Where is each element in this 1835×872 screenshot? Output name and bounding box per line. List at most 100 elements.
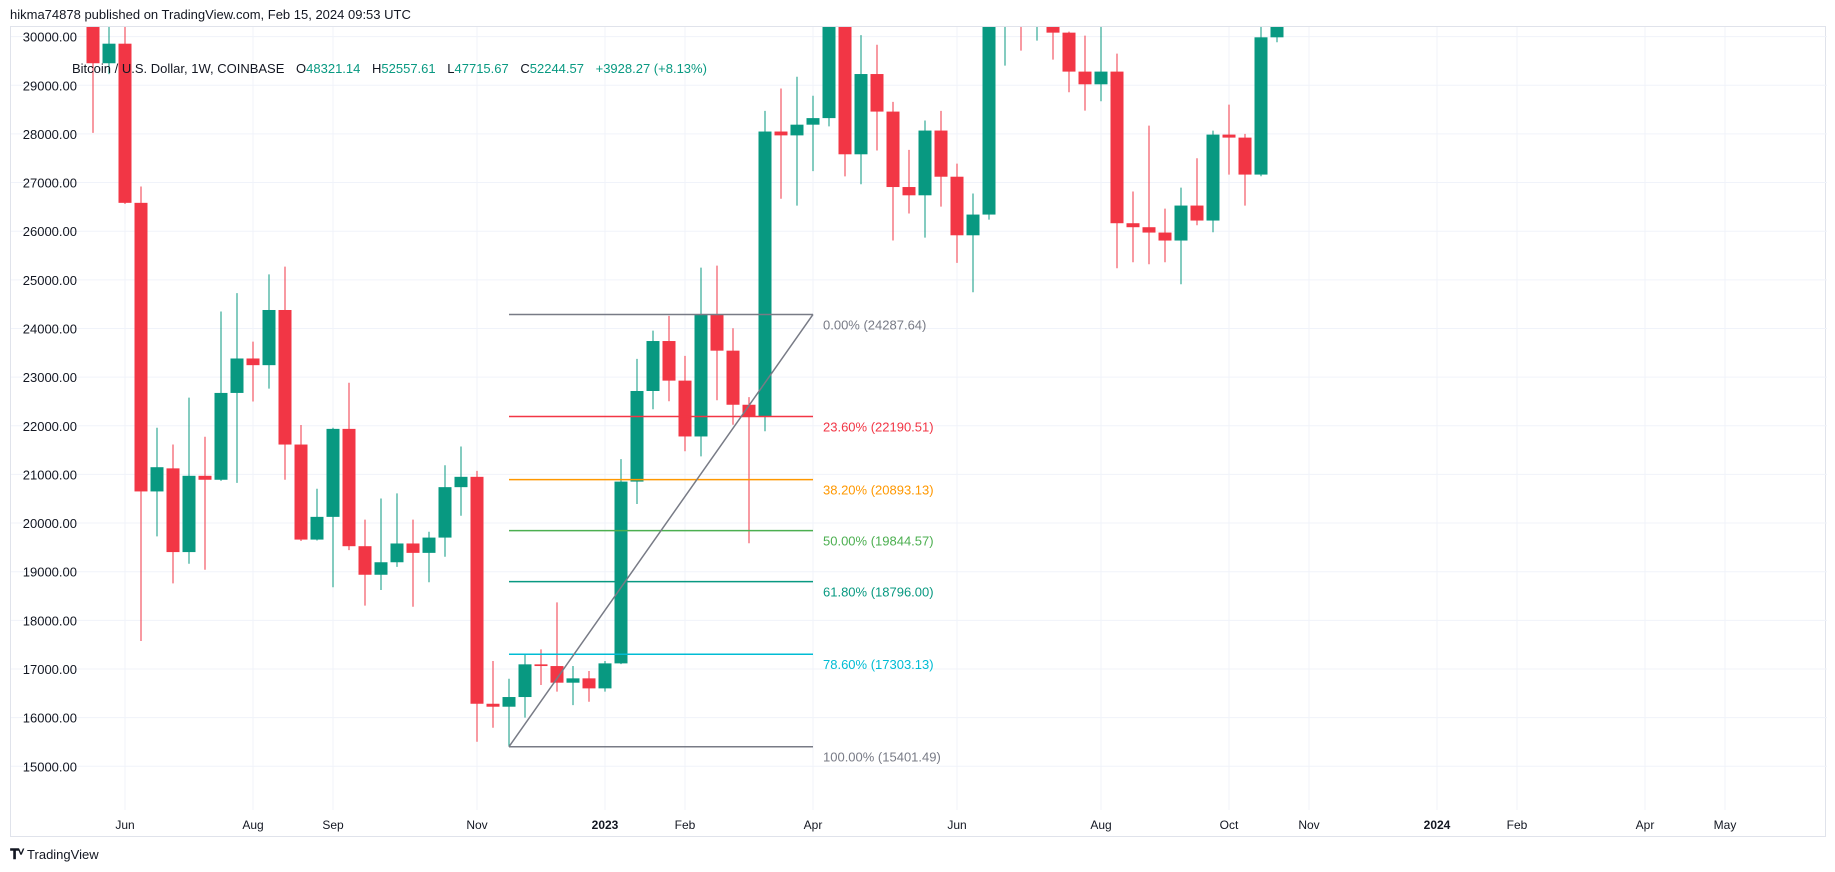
- candle-body: [1062, 32, 1076, 72]
- candlestick-chart[interactable]: 0.00% (24287.64) 23.60% (22190.51) 38.20% …: [11, 27, 1827, 838]
- time-tick-label: Nov: [1298, 818, 1319, 832]
- candle-body: [982, 27, 996, 215]
- candle-body: [310, 516, 324, 540]
- chart-frame[interactable]: 0.00% (24287.64) 23.60% (22190.51) 38.20% …: [10, 26, 1827, 838]
- candle-down: [278, 266, 292, 480]
- candle-body: [630, 390, 644, 482]
- time-tick-label: Aug: [1090, 818, 1111, 832]
- price-tick-label: 28000.00: [23, 127, 77, 142]
- candle-down: [1238, 133, 1252, 206]
- candle-down: [742, 397, 756, 544]
- time-axis[interactable]: Jun Aug Sep Nov 2023 Feb Apr Jun Aug Oct Nov 2024 Fe…: [115, 818, 1736, 832]
- fib-level-label: 78.60% (17303.13): [823, 657, 934, 672]
- time-tick-label: Feb: [1507, 818, 1528, 832]
- candle-body: [166, 468, 180, 553]
- candle-body: [294, 444, 308, 540]
- candle-down: [470, 470, 484, 742]
- fib-level-label: 100.00% (15401.49): [823, 750, 941, 765]
- candle-down: [710, 265, 724, 401]
- candle-body: [230, 358, 244, 393]
- candle-body: [486, 703, 500, 707]
- candle-up: [230, 293, 244, 483]
- candle-up: [790, 76, 804, 206]
- time-tick-label: May: [1714, 818, 1737, 832]
- candle-up: [918, 120, 932, 238]
- candle-down: [550, 602, 564, 692]
- candle-up: [182, 397, 196, 564]
- candle-body: [454, 476, 468, 488]
- candle-body: [902, 187, 916, 196]
- candle-down: [934, 110, 948, 207]
- candle-down: [662, 315, 676, 402]
- candle-body: [918, 130, 932, 196]
- candle-down: [86, 27, 100, 133]
- time-tick-label: 2023: [592, 818, 619, 832]
- price-tick-label: 24000.00: [23, 321, 77, 336]
- time-tick-label: Sep: [322, 818, 344, 832]
- candle-up: [1004, 27, 1006, 66]
- candle-up: [630, 358, 644, 504]
- low-value: 47715.67: [454, 61, 509, 76]
- candle-body: [598, 663, 612, 689]
- time-tick-label: Aug: [242, 818, 263, 832]
- tradingview-logo[interactable]: 𝐓ⱽ TradingView: [10, 846, 99, 863]
- candle-body: [1126, 223, 1140, 228]
- candle-up: [518, 654, 532, 718]
- time-tick-label: Apr: [1636, 818, 1655, 832]
- candle-down: [870, 44, 884, 151]
- candle-down: [406, 519, 420, 607]
- candle-body: [198, 475, 212, 480]
- candle-body: [1222, 134, 1236, 138]
- candle-down: [950, 163, 964, 263]
- symbol-legend: Bitcoin / U.S. Dollar, 1W, COINBASE O483…: [72, 61, 707, 76]
- candle-up: [566, 666, 580, 706]
- candle-body: [86, 27, 100, 64]
- candle-body: [406, 543, 420, 553]
- candle-up: [1094, 27, 1108, 102]
- candle-body: [1174, 205, 1188, 241]
- candle-up: [1206, 130, 1220, 233]
- candle-body: [262, 309, 276, 366]
- price-tick-label: 20000.00: [23, 516, 77, 531]
- candle-up: [326, 427, 340, 588]
- candle-down: [886, 101, 900, 241]
- candle-body: [1158, 232, 1172, 241]
- candle-up: [214, 311, 228, 481]
- tradingview-logo-icon: 𝐓ⱽ: [10, 846, 24, 862]
- candle-body: [358, 546, 372, 575]
- candle-body: [854, 74, 868, 155]
- candle-up: [758, 110, 772, 432]
- candle-up: [1174, 187, 1188, 285]
- time-tick-label: Apr: [804, 818, 823, 832]
- fib-retracement[interactable]: 0.00% (24287.64) 23.60% (22190.51) 38.20% …: [508, 313, 941, 765]
- candles: [86, 27, 1284, 747]
- candle-body: [1046, 27, 1060, 33]
- candle-body: [550, 666, 564, 683]
- close-label: C: [520, 61, 530, 76]
- price-tick-label: 21000.00: [23, 467, 77, 482]
- candle-body: [326, 428, 340, 517]
- fib-level-label: 0.00% (24287.64): [823, 317, 926, 332]
- candle-down: [902, 149, 916, 214]
- candle-up: [646, 330, 660, 410]
- price-tick-label: 23000.00: [23, 370, 77, 385]
- time-tick-label: Jun: [947, 818, 966, 832]
- candle-body: [870, 74, 884, 112]
- candle-body: [678, 380, 692, 437]
- candle-body: [726, 350, 740, 405]
- candle-up: [694, 267, 708, 457]
- candle-body: [102, 43, 116, 64]
- candle-body: [1270, 27, 1284, 38]
- price-axis[interactable]: 30000.00 29000.00 28000.00 27000.00 26000.00…: [23, 30, 77, 775]
- candle-body: [502, 697, 516, 707]
- price-tick-label: 26000.00: [23, 224, 77, 239]
- candle-body: [582, 678, 596, 689]
- candle-body: [806, 118, 820, 125]
- candle-up: [1270, 27, 1284, 43]
- candle-up: [374, 498, 388, 591]
- candle-down: [134, 186, 148, 642]
- candle-down: [534, 649, 548, 686]
- candle-up: [598, 661, 612, 692]
- candle-up: [822, 27, 836, 127]
- candle-down: [1078, 35, 1092, 111]
